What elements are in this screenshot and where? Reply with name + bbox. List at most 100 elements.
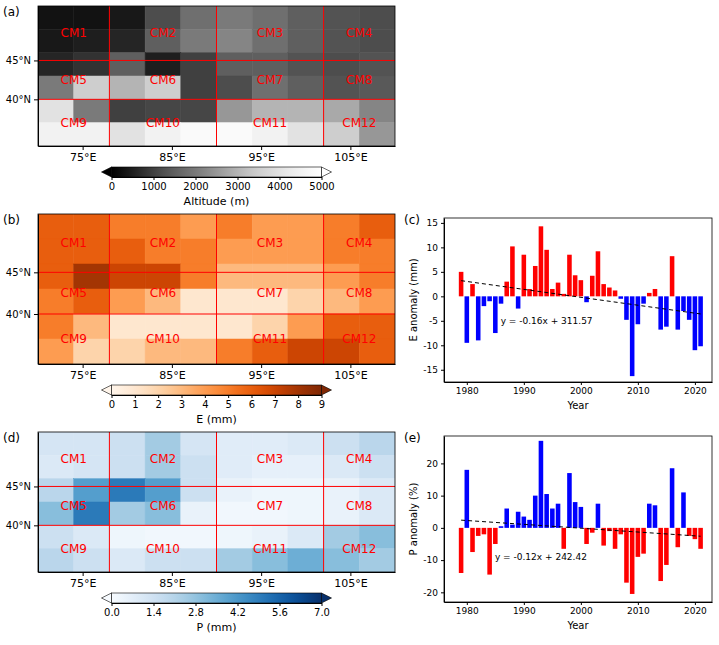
tick-label: 2	[155, 399, 161, 410]
annotation-background	[493, 551, 589, 563]
plot-frame	[444, 218, 712, 382]
region-boundary	[38, 314, 395, 315]
tick-mark	[34, 314, 38, 315]
bar	[573, 502, 578, 528]
tick-label: 0	[432, 292, 438, 302]
plot-area	[459, 441, 703, 594]
bar	[556, 504, 561, 528]
region-label: CM9	[61, 542, 87, 556]
y-axis-line	[444, 219, 445, 383]
map-cell	[181, 214, 217, 239]
map-cell	[181, 123, 217, 146]
tick: -10	[423, 555, 444, 565]
map-cell	[181, 29, 217, 52]
map-cell	[217, 264, 253, 289]
y-axis: 40°N45°N	[6, 7, 39, 147]
map-cell	[288, 214, 324, 239]
tick-mark	[252, 395, 253, 398]
y-axis: -15-10-5051015	[423, 218, 444, 382]
map-cell	[109, 525, 145, 548]
tick-label: 45°N	[6, 481, 31, 492]
tick-mark	[112, 177, 113, 180]
map-cell	[109, 214, 145, 239]
tick: 85°E	[159, 364, 185, 382]
tick-mark	[441, 463, 444, 464]
tick: 0	[432, 292, 444, 302]
tick-label: 85°E	[159, 369, 185, 382]
map-plot	[38, 432, 395, 572]
tick-label: 7.0	[314, 607, 330, 618]
map-cell	[74, 264, 110, 289]
annotation: y = -0.16x + 311.57	[501, 316, 593, 326]
tick-label: 2020	[684, 606, 707, 616]
map-cell	[324, 214, 360, 239]
colorbar	[102, 385, 332, 395]
tick-label: 85°E	[159, 151, 185, 164]
colorbar-title: P (mm)	[196, 621, 236, 634]
tick-mark	[154, 177, 155, 180]
tick: -10	[423, 341, 444, 351]
tick: 9	[319, 395, 325, 410]
bar	[482, 528, 487, 534]
tick-label: 10	[427, 243, 439, 253]
map-cell	[288, 6, 324, 29]
y-axis: 40°N45°N	[6, 215, 39, 365]
map-cell	[217, 99, 253, 122]
x-axis: 19801990200020102020	[445, 602, 713, 616]
map-cell	[109, 76, 145, 99]
tick-label: 1990	[513, 606, 536, 616]
region-label: CM8	[346, 73, 372, 87]
tick: 4	[202, 395, 208, 410]
tick-mark	[261, 572, 262, 576]
map-cell	[181, 455, 217, 478]
y-axis-title: P anomaly (%)	[408, 482, 419, 555]
region-label: CM2	[150, 452, 176, 466]
bar	[465, 470, 470, 528]
tick-label: 5	[225, 399, 231, 410]
bar	[653, 289, 658, 296]
bar	[487, 296, 492, 301]
colorbar-extend	[102, 167, 112, 177]
tick-label: 4000	[267, 181, 292, 192]
tick-label: 10	[427, 491, 439, 501]
colorbar-title: Altitude (m)	[184, 195, 250, 208]
map-cell	[217, 549, 253, 572]
tick-label: 40°N	[6, 94, 31, 105]
bar	[584, 528, 589, 544]
tick-label: 105°E	[334, 369, 367, 382]
map-cell	[109, 123, 145, 146]
tick-mark	[34, 272, 38, 273]
region-label: CM8	[346, 286, 372, 300]
bar	[676, 296, 681, 329]
map-cell	[74, 214, 110, 239]
map-cell	[181, 239, 217, 264]
bar	[658, 528, 663, 581]
tick-label: 4	[202, 399, 208, 410]
map-cell	[109, 6, 145, 29]
map-cell	[252, 214, 288, 239]
tick: 1990	[513, 602, 536, 616]
bar	[658, 296, 663, 329]
tick-mark	[441, 496, 444, 497]
tick: 105°E	[334, 364, 367, 382]
map-cell	[217, 479, 253, 502]
region-label: CM11	[253, 116, 287, 130]
colorbar-axis: 010002000300040005000	[109, 177, 335, 192]
tick: 1990	[513, 382, 536, 396]
tick: 1980	[456, 382, 479, 396]
bar	[624, 296, 629, 319]
bar	[698, 528, 703, 549]
map-cell	[288, 432, 324, 455]
region-label: CM4	[346, 26, 372, 40]
tick-mark	[112, 395, 113, 398]
map-cell	[109, 479, 145, 502]
map-cell	[38, 264, 74, 289]
tick-mark	[524, 602, 525, 605]
bar	[533, 496, 538, 528]
trend-line	[461, 281, 700, 314]
tick-mark	[280, 603, 281, 606]
bar	[681, 296, 686, 311]
colorbar-extend	[102, 385, 112, 395]
tick-mark	[196, 177, 197, 180]
tick-mark	[441, 560, 444, 561]
